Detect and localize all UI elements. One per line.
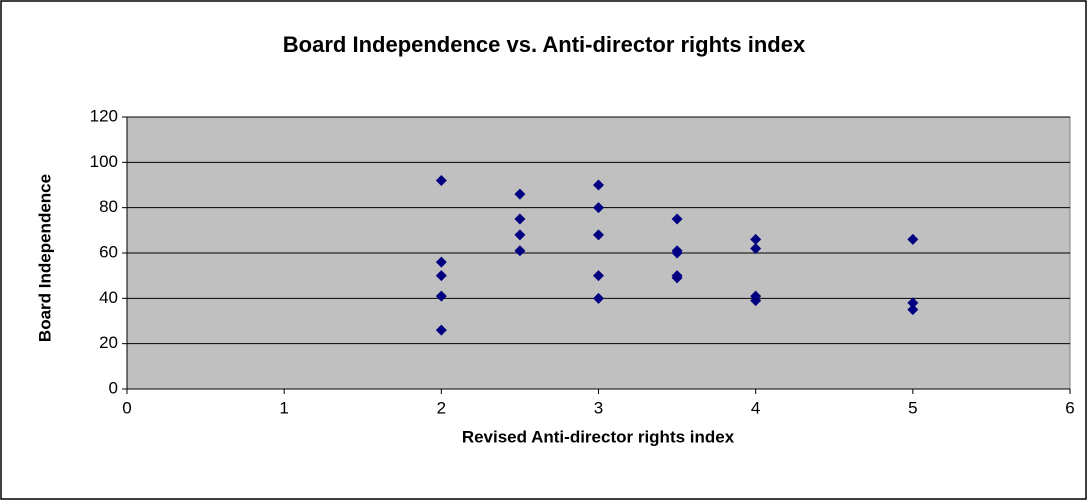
x-tick-label: 4 [751,398,760,417]
scatter-point [750,233,762,245]
x-tick-label: 2 [437,398,446,417]
scatter-point [435,324,447,336]
scatter-point [671,247,683,259]
scatter-point [593,229,604,241]
scatter-point [435,174,447,186]
y-tick-label: 80 [99,197,118,216]
scatter-point [671,213,683,225]
scatter-point [435,256,447,268]
scatter-point [750,242,762,254]
x-tick-label: 6 [1065,398,1074,417]
y-tick-label: 0 [109,378,118,397]
scatter-point [907,304,919,316]
scatter-point [750,295,762,307]
y-tick-label: 60 [99,242,118,261]
scatter-point [435,270,447,282]
x-tick-label: 3 [594,398,603,417]
scatter-point [593,270,604,282]
scatter-point [514,188,526,200]
scatter-point [593,202,604,214]
x-tick-label: 5 [908,398,917,417]
scatter-point [514,229,526,241]
y-tick-label: 20 [99,333,118,352]
scatter-point [907,297,919,309]
scatter-point [593,179,604,191]
y-tick-label: 100 [90,152,118,171]
scatter-point [514,213,526,225]
scatter-point [671,272,683,284]
y-axis-label: Board Independence [35,174,54,342]
chart-title: Board Independence vs. Anti-director rig… [283,32,806,57]
x-tick-label: 0 [122,398,131,417]
scatter-point [514,245,526,257]
scatter-point [593,292,604,304]
y-tick-label: 120 [90,106,118,125]
scatter-point [907,233,919,245]
x-tick-label: 1 [279,398,288,417]
scatter-point [435,290,447,302]
x-axis-label: Revised Anti-director rights index [462,427,735,446]
y-tick-label: 40 [99,288,118,307]
